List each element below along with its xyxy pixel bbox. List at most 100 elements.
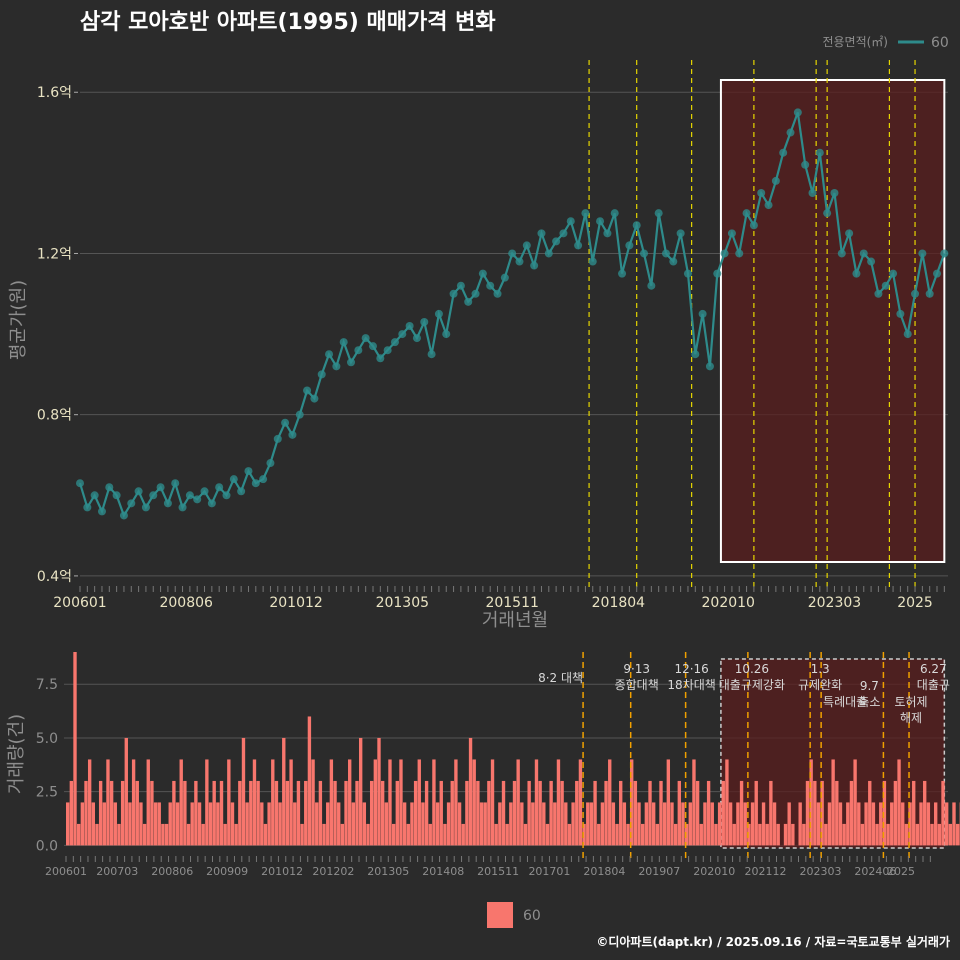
volume-bar — [120, 780, 125, 846]
policy-annotation-line: 축소 — [858, 695, 880, 709]
volume-bar — [930, 823, 934, 846]
volume-bar — [520, 802, 524, 846]
volume-bar — [545, 823, 550, 846]
volume-bar — [827, 802, 832, 846]
volume-x-tick-label: 200601 — [45, 865, 87, 878]
policy-annotation-line: 해제 — [900, 711, 922, 725]
price-x-tick-label: 202010 — [702, 595, 755, 611]
volume-bar — [304, 780, 308, 846]
volume-x-tick-label: 201408 — [422, 865, 464, 878]
volume-bar — [655, 823, 660, 846]
price-highlight-box — [719, 79, 946, 563]
price-y-axis-title: 평균가(원) — [8, 280, 29, 360]
price-x-tick-label: 202303 — [808, 595, 861, 611]
volume-bar — [252, 759, 257, 846]
volume-bar — [633, 780, 638, 846]
volume-bar — [501, 780, 506, 846]
policy-annotation: 특례대출 — [823, 695, 867, 709]
volume-bar — [813, 780, 817, 846]
volume-bar — [912, 780, 916, 846]
volume-bar — [641, 823, 645, 846]
volume-bar — [230, 802, 235, 846]
volume-y-ticks: 0.0 2.5 5.0 7.5 — [36, 677, 58, 854]
policy-annotation: 토허제 해제 — [894, 695, 927, 725]
policy-annotation-line: 18차대책 — [667, 677, 715, 692]
policy-annotation-line: 대출규 — [917, 678, 950, 692]
volume-bar — [923, 780, 927, 846]
price-y-tick-label: 1.6억 — [37, 85, 72, 101]
volume-bar — [80, 802, 85, 846]
price-x-axis-title: 거래년월 — [482, 610, 548, 631]
volume-bar — [897, 759, 901, 846]
volume-bar — [542, 802, 546, 846]
legend-entry-60: 60 — [931, 35, 949, 51]
volume-bar — [131, 759, 136, 846]
volume-bar — [564, 802, 568, 846]
volume-bar — [838, 802, 843, 846]
volume-x-tick-label: 201701 — [528, 865, 570, 878]
volume-x-tick-label: 201012 — [261, 865, 303, 878]
volume-bar — [853, 759, 857, 846]
volume-bar — [362, 802, 367, 846]
volume-bar — [216, 802, 220, 846]
volume-bar — [377, 737, 381, 846]
volume-x-tick-label: 201202 — [312, 865, 354, 878]
volume-bar — [758, 823, 762, 846]
price-y-tick-label: 1.2억 — [37, 246, 72, 262]
volume-bar — [589, 802, 594, 846]
volume-bar — [348, 759, 352, 846]
volume-bar — [802, 823, 806, 846]
volume-bar — [479, 802, 484, 846]
policy-annotation: 1.3 규제완화 — [798, 662, 842, 692]
volume-bar — [703, 802, 707, 846]
volume-bar — [179, 759, 183, 846]
volume-bar — [955, 823, 960, 846]
policy-annotation: 12·16 18차대책 — [667, 662, 715, 692]
volume-bar — [439, 780, 443, 846]
volume-bar — [648, 780, 652, 846]
policy-annotation-line: 1.3 — [811, 662, 830, 676]
volume-bar — [926, 802, 931, 846]
volume-bar — [128, 802, 132, 846]
volume-bar — [373, 759, 378, 846]
volume-bar — [476, 780, 480, 846]
volume-bar — [260, 802, 264, 846]
volume-bar — [490, 759, 495, 846]
volume-bar — [139, 802, 143, 846]
volume-bar — [754, 780, 758, 846]
volume-bar — [344, 780, 348, 846]
volume-bar — [135, 780, 139, 846]
policy-annotation-line: 10.26 — [735, 662, 769, 676]
legend-bar-swatch — [487, 902, 513, 928]
policy-annotation-line: 종합대책 — [615, 677, 659, 692]
volume-bar — [706, 780, 711, 846]
volume-bar — [622, 802, 627, 846]
volume-bar — [256, 780, 260, 846]
volume-bar — [113, 802, 117, 846]
volume-x-tick-label: 200806 — [151, 865, 193, 878]
volume-bar — [87, 759, 92, 846]
volume-y-axis-title: 거래량(건) — [6, 714, 27, 794]
volume-bar — [860, 823, 865, 846]
volume-bar — [337, 802, 341, 846]
volume-bar — [509, 802, 513, 846]
volume-bar — [424, 780, 429, 846]
volume-bar — [695, 780, 700, 846]
volume-bar — [468, 737, 473, 846]
volume-bar — [355, 780, 359, 846]
volume-bar — [604, 780, 608, 846]
volume-bar — [69, 780, 74, 846]
volume-bar — [600, 802, 605, 846]
volume-bar — [278, 802, 282, 846]
volume-bar — [626, 823, 630, 846]
volume-bar — [109, 780, 114, 846]
volume-bar — [769, 780, 773, 846]
volume-bar — [142, 823, 147, 846]
volume-annotations: 8·2 대책 9·13 종합대책 12·16 18차대책 10.26 대출규제강화 1.3 규제… — [538, 662, 950, 725]
volume-x-tick-label: 202303 — [799, 865, 841, 878]
volume-bar — [175, 802, 180, 846]
volume-y-tick-label: 2.5 — [36, 785, 58, 801]
volume-bar — [183, 780, 187, 846]
volume-bar — [941, 780, 945, 846]
volume-bar — [432, 759, 436, 846]
